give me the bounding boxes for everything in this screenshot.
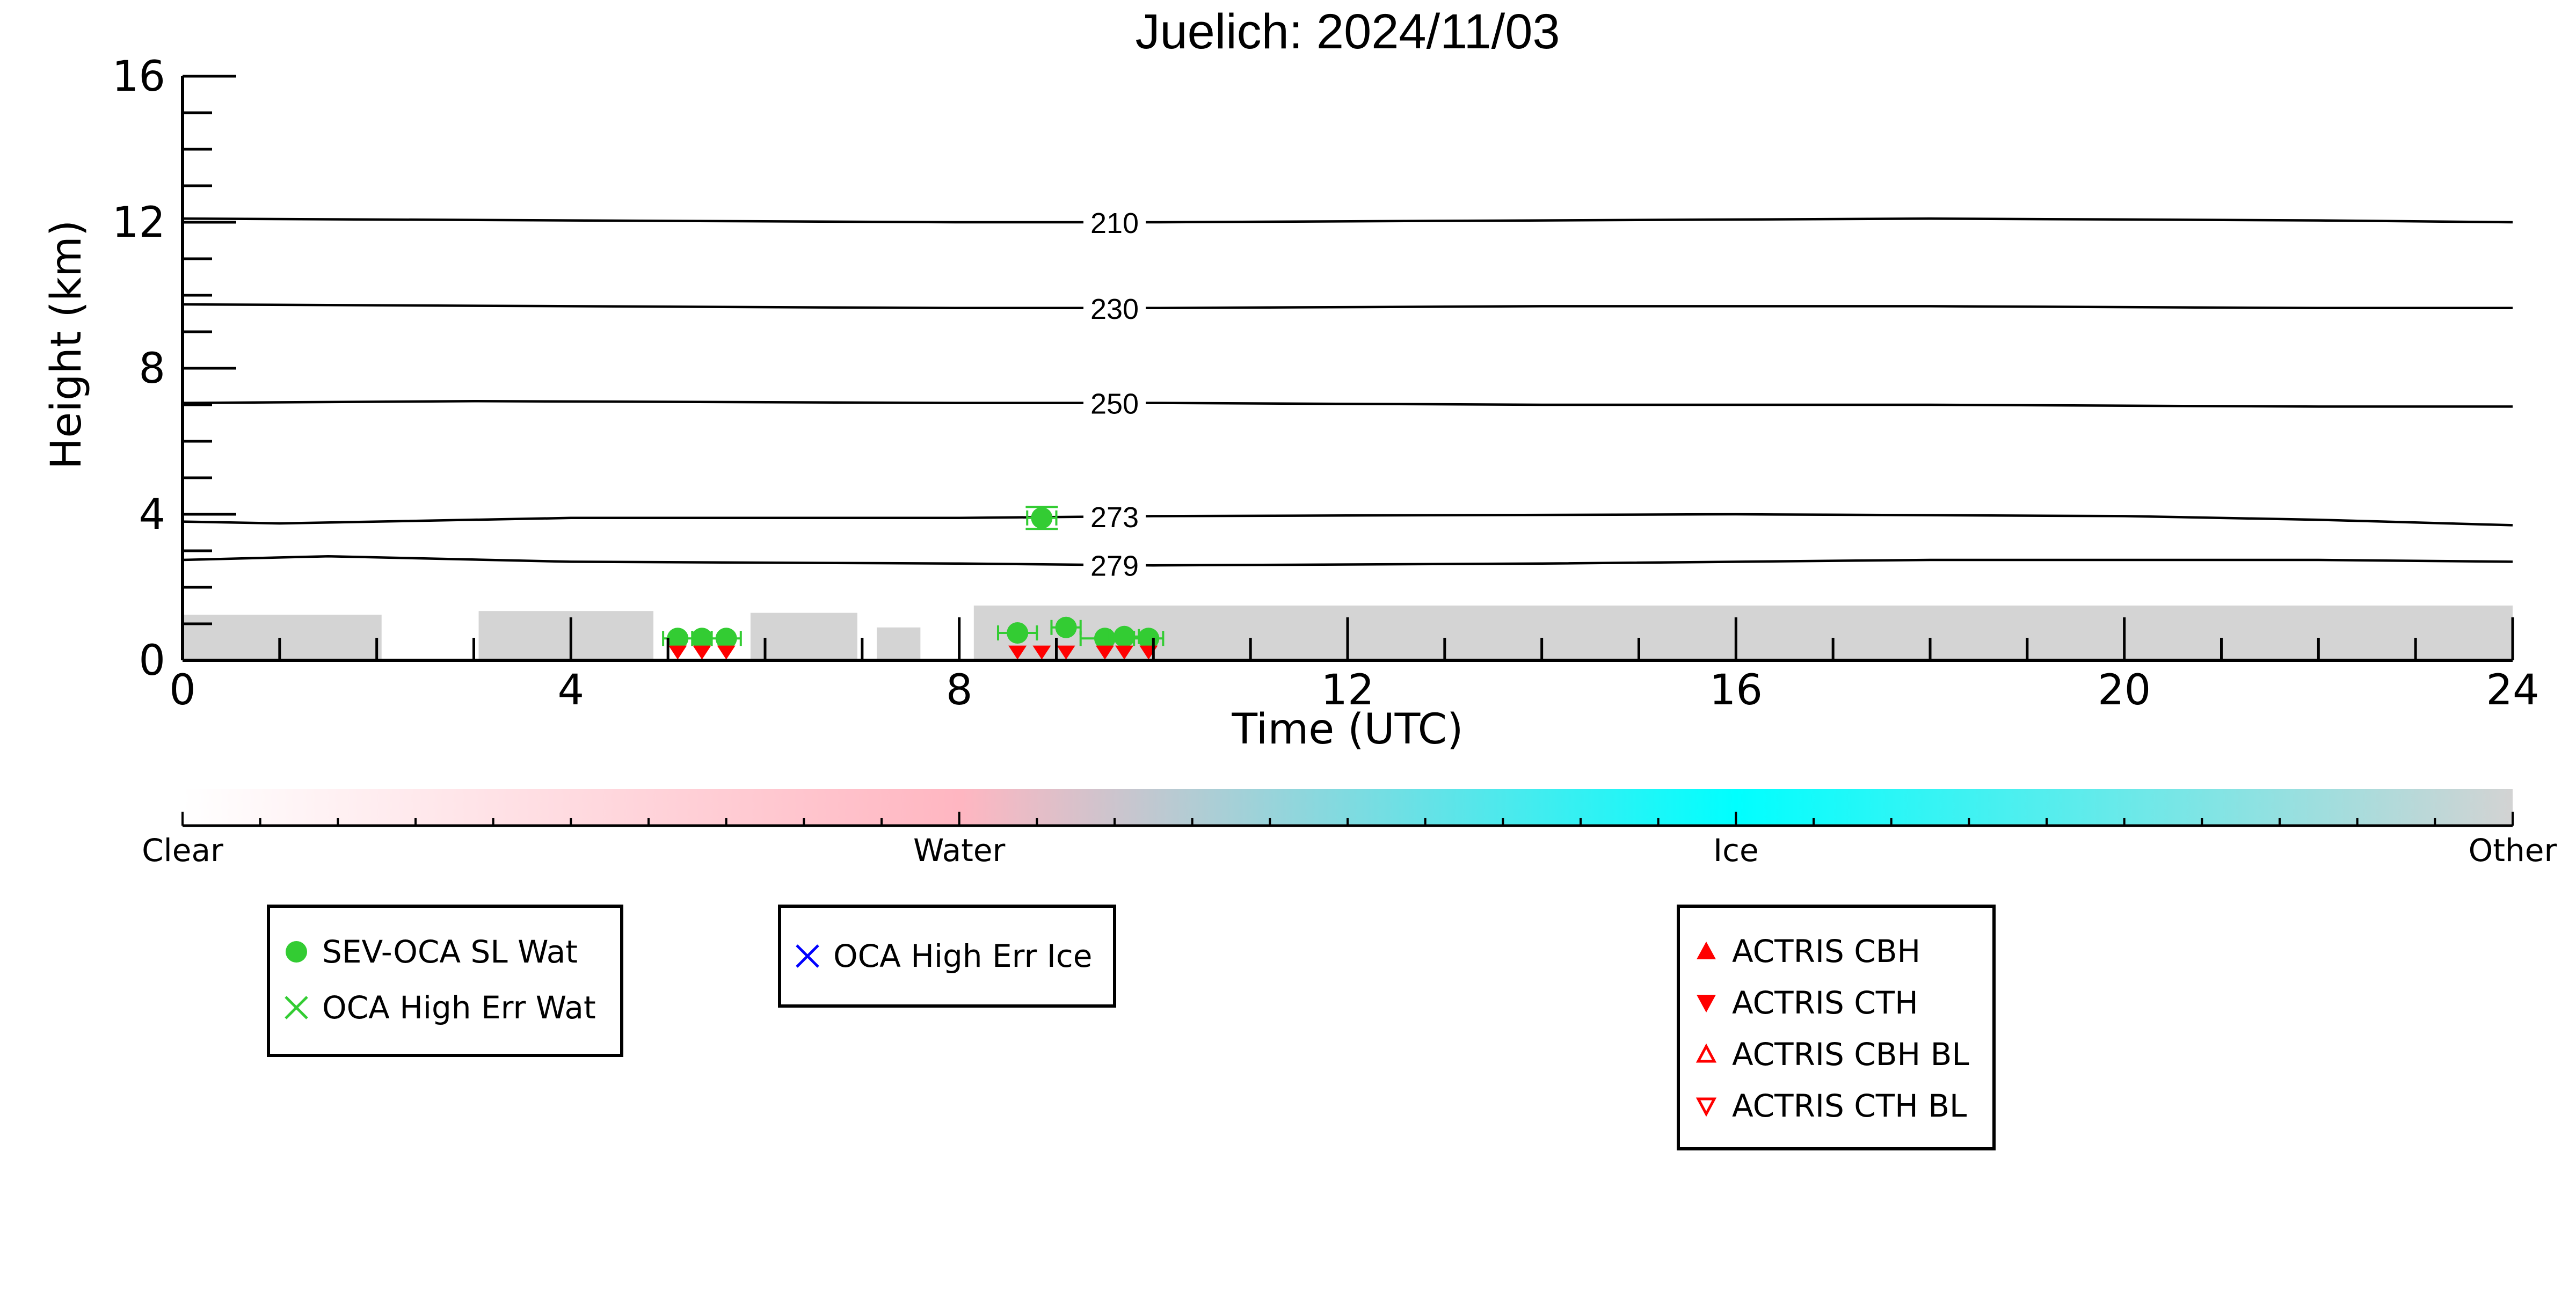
isotherm-label: 279 — [1090, 550, 1139, 582]
data-point — [715, 628, 737, 650]
isotherm-label: 230 — [1090, 293, 1139, 325]
legend-marker — [1695, 1097, 1717, 1117]
legend-label: OCA High Err Wat — [322, 989, 596, 1026]
data-point — [1114, 625, 1136, 647]
y-tick-label: 16 — [112, 53, 165, 101]
y-axis-label: Height (km) — [42, 220, 91, 470]
data-point — [1055, 616, 1077, 638]
legend-marker — [285, 996, 308, 1019]
plot-area: 210 230 250 273 279 0 4 8 12 16 0 4 8 12 16 20 24 — [112, 53, 2539, 715]
x-tick-label: 4 — [558, 666, 585, 715]
legend-label: ACTRIS CBH BL — [1732, 1036, 1969, 1073]
y-tick-label: 8 — [139, 345, 165, 393]
legends: SEV-OCA SL Wat OCA High Err Wat OCA High E… — [267, 905, 1996, 1150]
isotherm-line — [182, 217, 2513, 224]
legend-label: ACTRIS CTH BL — [1732, 1088, 1967, 1124]
isotherm-line — [182, 303, 2513, 310]
isotherm-line — [182, 555, 2513, 567]
y-tick-label: 12 — [112, 199, 165, 247]
legend-marker — [286, 941, 307, 963]
data-point — [691, 628, 713, 650]
data-point — [717, 645, 736, 660]
legend-box — [267, 905, 623, 1057]
chart-title: Juelich: 2024/11/03 — [1135, 4, 1560, 59]
colorbar-label: Clear — [142, 832, 223, 869]
data-point — [668, 645, 687, 660]
legend-box — [778, 905, 1116, 1008]
data-point — [1115, 645, 1134, 660]
colorbar: Clear Water Ice Other — [142, 789, 2557, 869]
isotherm-line — [182, 399, 2513, 408]
isotherm-label: 273 — [1090, 501, 1139, 534]
colorbar-label: Other — [2469, 832, 2557, 869]
x-tick-label: 20 — [2098, 666, 2151, 715]
data-point — [667, 628, 689, 650]
legend-marker — [1695, 1043, 1717, 1063]
legend-label: ACTRIS CTH — [1732, 985, 1918, 1021]
data-point — [1008, 645, 1027, 660]
cloud-mask-block — [478, 611, 654, 660]
isotherm-label-bg — [1083, 206, 1146, 238]
y-tick-label: 4 — [139, 491, 165, 539]
colorbar-label: Water — [913, 832, 1006, 869]
x-axis-label: Time (UTC) — [1231, 705, 1463, 754]
legend-box — [1677, 905, 1996, 1150]
legend-marker — [1697, 942, 1716, 959]
isotherm-label: 250 — [1090, 388, 1139, 420]
isotherm-label-bg — [1083, 387, 1146, 419]
legend-label: OCA High Err Ice — [833, 938, 1092, 974]
cloud-mask-block — [183, 615, 382, 660]
cloud-mask-block — [750, 613, 857, 660]
x-tick-label: 0 — [169, 666, 196, 715]
legend-label: SEV-OCA SL Wat — [322, 934, 578, 970]
colorbar-label: Ice — [1713, 832, 1759, 869]
cloud-mask-block — [876, 627, 921, 660]
x-tick-label: 12 — [1321, 666, 1374, 715]
legend-label: ACTRIS CBH — [1732, 933, 1920, 970]
y-tick-label: 0 — [139, 637, 165, 685]
isotherm-label-bg — [1083, 291, 1146, 324]
x-tick-label: 16 — [1709, 666, 1763, 715]
cloud-mask-block — [973, 606, 2513, 660]
legend-marker — [796, 944, 819, 968]
isotherm-line — [182, 513, 2513, 527]
x-tick-label: 24 — [2486, 666, 2539, 715]
isotherm-label-bg — [1083, 549, 1146, 581]
data-point — [1007, 622, 1029, 644]
isotherm-label-bg — [1083, 500, 1146, 533]
data-point — [1032, 645, 1051, 660]
data-point — [693, 645, 711, 660]
data-point — [1095, 645, 1114, 660]
legend-marker — [1697, 995, 1716, 1012]
data-point — [1057, 645, 1075, 660]
data-point — [1031, 507, 1053, 529]
isotherm-label: 210 — [1090, 207, 1139, 239]
x-tick-label: 8 — [946, 666, 973, 715]
